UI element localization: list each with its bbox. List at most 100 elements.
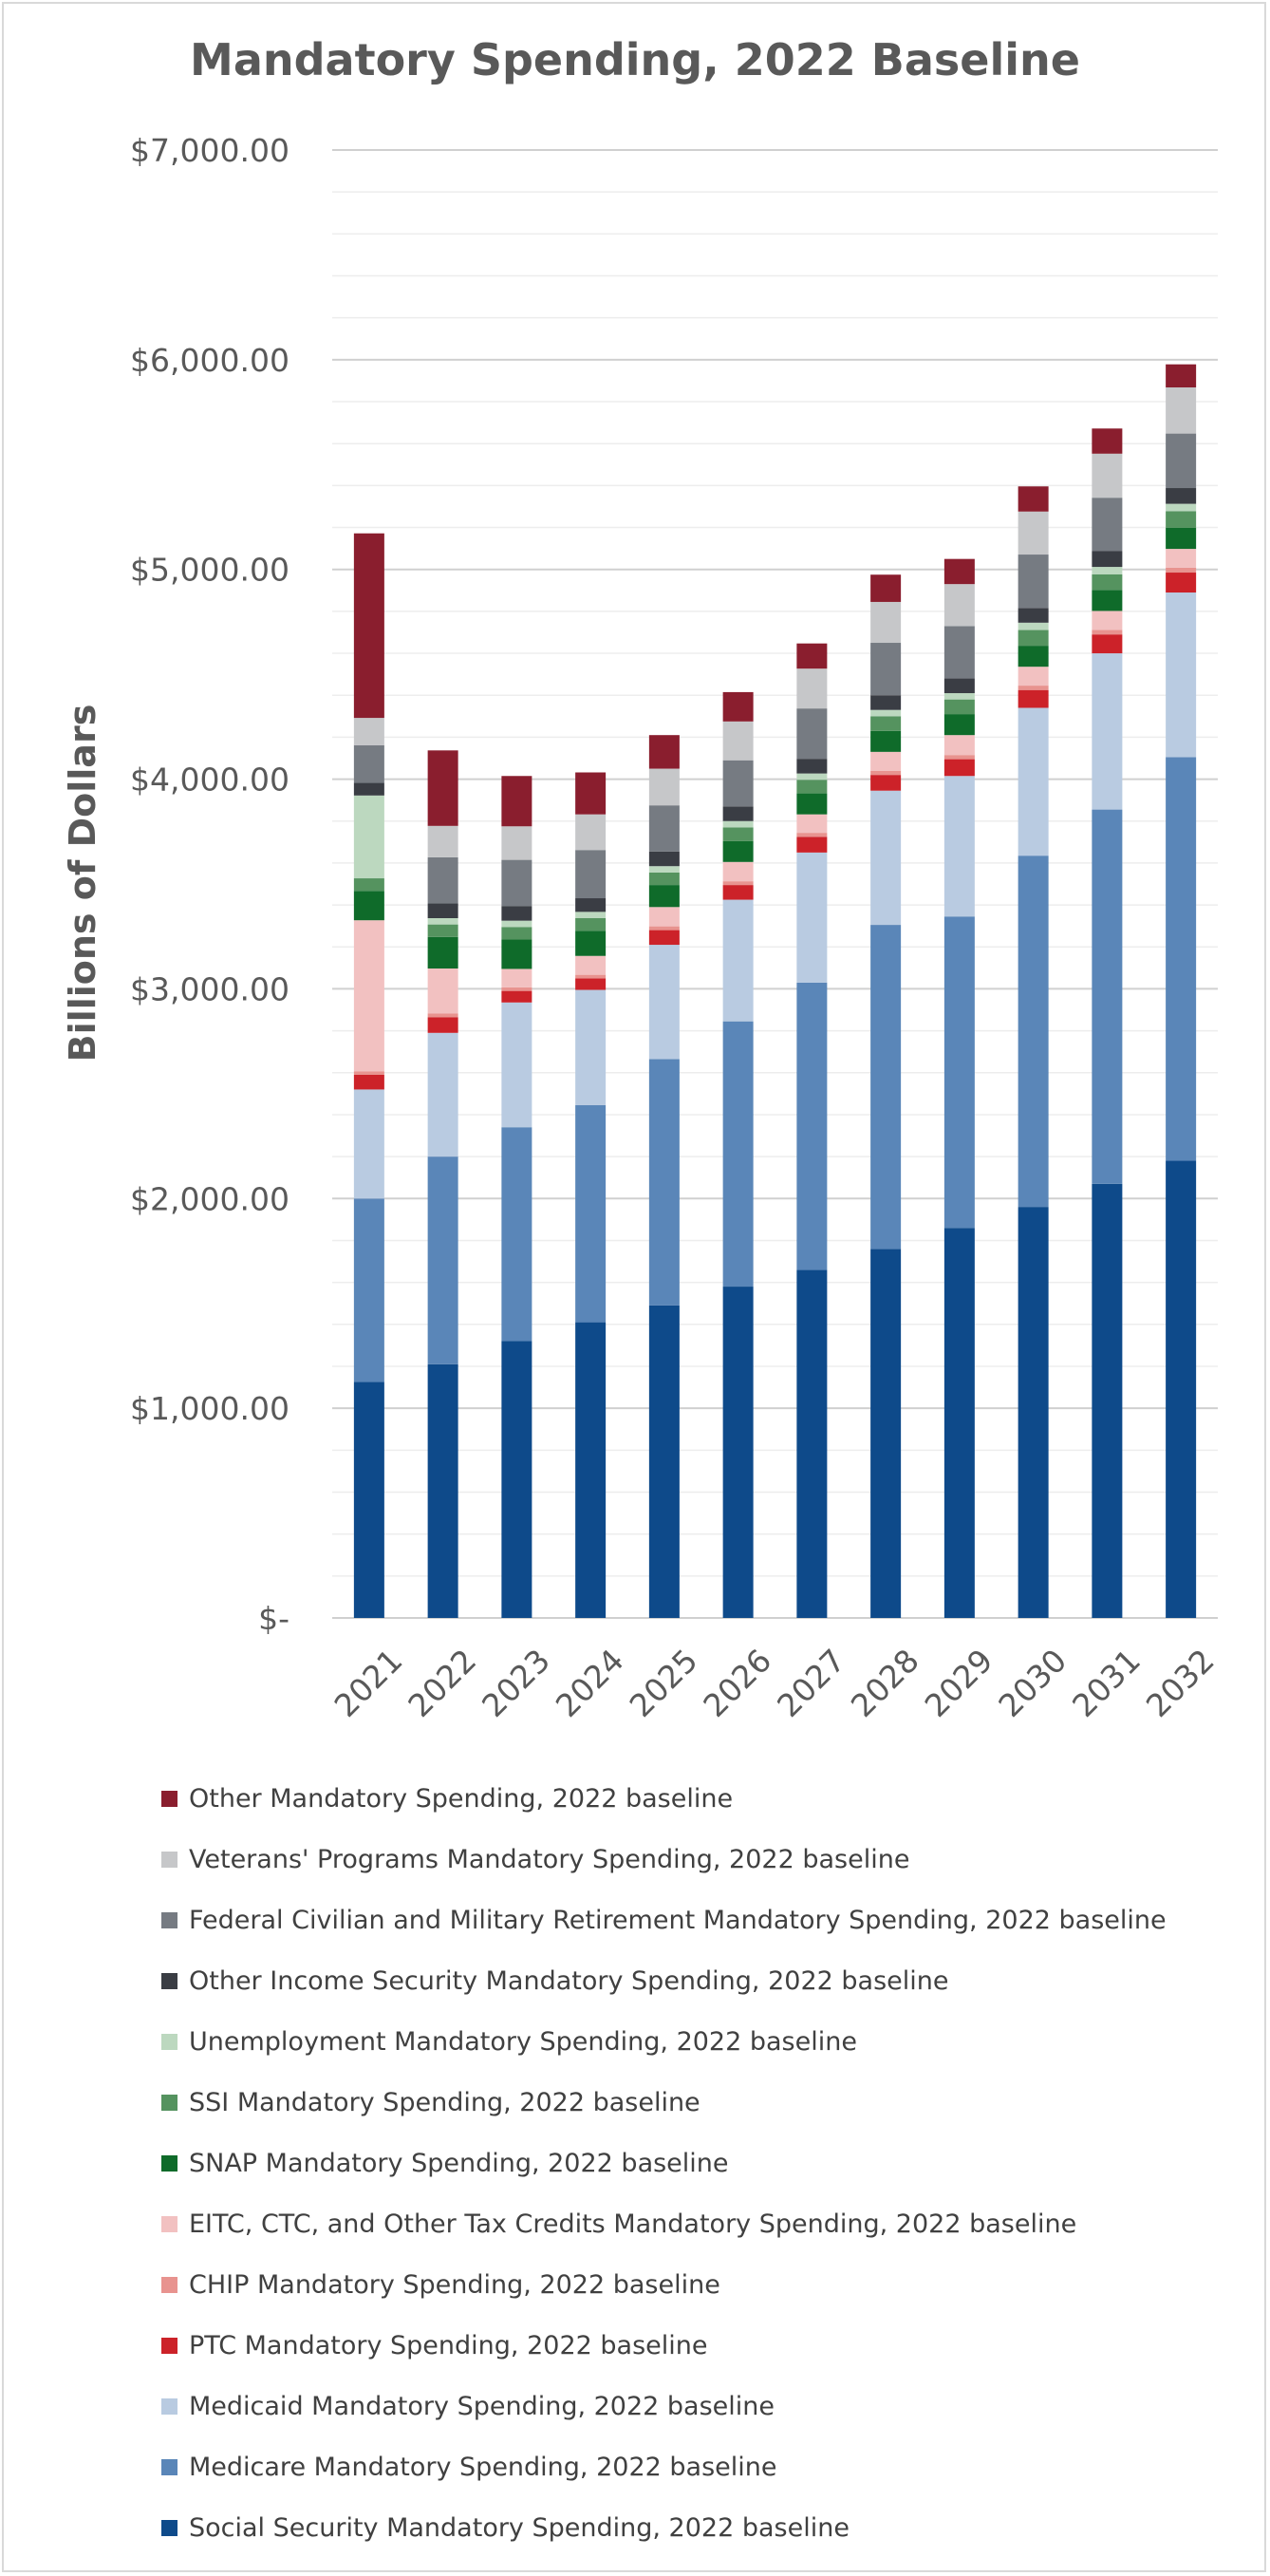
bar-segment-2024-s6 [575,931,607,956]
bar-segment-2030-s0 [1018,1207,1049,1618]
bar-segment-2024-s1 [575,1105,607,1323]
legend-label: Medicaid Mandatory Spending, 2022 baseli… [189,2391,775,2421]
legend-label: Unemployment Mandatory Spending, 2022 ba… [189,2026,857,2057]
bar-segment-2023-s6 [501,939,532,969]
bar-segment-2023-s4 [501,987,532,991]
bar-segment-2032-s4 [1166,567,1197,573]
y-tick-label: $2,000.00 [130,1180,289,1217]
legend: Other Mandatory Spending, 2022 baseline V… [161,1768,1224,2558]
legend-swatch [161,1972,177,1989]
x-tick-label: 2029 [918,1642,1000,1724]
legend-label: Other Mandatory Spending, 2022 baseline [189,1783,734,1814]
bar-segment-2023-s2 [501,1002,532,1128]
legend-swatch [161,2458,177,2475]
bar-segment-2025-s12 [648,735,680,769]
bar-segment-2021-s0 [353,1382,384,1618]
bar-segment-2032-s1 [1166,757,1197,1161]
bar-segment-2021-s6 [353,891,384,921]
bar-segment-2021-s4 [353,1071,384,1075]
bar-segment-2025-s9 [648,851,680,867]
bar-segment-2023-s1 [501,1127,532,1342]
bar-segment-2022-s11 [427,825,458,857]
bar-segment-2032-s5 [1166,549,1197,568]
bar-segment-2032-s6 [1166,527,1197,550]
legend-swatch [161,2337,177,2354]
bar-segment-2022-s4 [427,1013,458,1018]
bar-segment-2021-s7 [353,878,384,892]
bar-segment-2026-s0 [722,1287,754,1618]
bar-segment-2031-s10 [1092,498,1123,552]
bar-segment-2023-s7 [501,927,532,940]
x-tick-label: 2022 [401,1642,483,1724]
chart-plot: $- $1,000.00 $2,000.00 $3,000.00 $4,000.00 $5… [130,132,1222,1724]
bar-segment-2028-s1 [870,925,902,1250]
bar-segment-2028-s4 [870,770,902,776]
bar-segment-2022-s7 [427,924,458,937]
bar-segment-2030-s12 [1018,486,1049,512]
bar-segment-2021-s12 [353,533,384,719]
bar-segment-2027-s2 [796,852,828,983]
bar-segment-2029-s6 [943,714,975,736]
bar-segment-2030-s1 [1018,856,1049,1208]
bar-segment-2026-s3 [722,885,754,900]
bar-segment-2025-s10 [648,805,680,852]
bar-segment-2028-s9 [870,695,902,710]
bar-segment-2021-s5 [353,920,384,1072]
bar-segment-2030-s5 [1018,667,1049,686]
bar-segment-2029-s4 [943,755,975,760]
legend-item: CHIP Mandatory Spending, 2022 baseline [161,2254,1224,2315]
legend-swatch [161,1911,177,1928]
bar-segment-2021-s3 [353,1074,384,1090]
bar-segment-2029-s0 [943,1228,975,1618]
bar-segment-2031-s9 [1092,551,1123,568]
legend-swatch [161,1851,177,1868]
bar-segment-2028-s0 [870,1249,902,1618]
bar-segment-2024-s8 [575,912,607,918]
y-tick-label: $6,000.00 [130,342,289,379]
legend-swatch [161,2215,177,2232]
bar-segment-2027-s4 [796,833,828,837]
x-tick-label: 2027 [770,1642,852,1724]
bar-segment-2023-s0 [501,1341,532,1618]
legend-swatch [161,2033,177,2050]
bar-segment-2029-s8 [943,693,975,700]
legend-label: EITC, CTC, and Other Tax Credits Mandato… [189,2209,1077,2239]
bar-segment-2021-s9 [353,782,384,796]
bar-segment-2026-s5 [722,861,754,882]
bar-segment-2024-s5 [575,955,607,975]
bar-segment-2028-s12 [870,574,902,602]
legend-item: SSI Mandatory Spending, 2022 baseline [161,2072,1224,2133]
bar-segment-2024-s4 [575,974,607,979]
bar-segment-2022-s12 [427,750,458,826]
legend-item: Other Mandatory Spending, 2022 baseline [161,1768,1224,1829]
bar-segment-2032-s10 [1166,433,1197,489]
bar-segment-2023-s9 [501,906,532,921]
bar-segment-2026-s4 [722,881,754,886]
bar-segment-2026-s1 [722,1021,754,1288]
bar-segment-2031-s11 [1092,453,1123,498]
bar-segment-2025-s8 [648,866,680,873]
bar-segment-2021-s1 [353,1198,384,1382]
bar-segment-2022-s8 [427,917,458,925]
bar-segment-2027-s8 [796,773,828,780]
bar-segment-2031-s6 [1092,590,1123,611]
legend-item: PTC Mandatory Spending, 2022 baseline [161,2315,1224,2376]
bar-segment-2030-s11 [1018,511,1049,555]
legend-swatch [161,2397,177,2415]
bar-segment-2031-s0 [1092,1183,1123,1618]
bar-segment-2023-s12 [501,776,532,827]
x-tick-label: 2032 [1139,1642,1222,1724]
bar-segment-2022-s0 [427,1363,458,1618]
bar-segment-2027-s6 [796,793,828,815]
bar-segment-2028-s3 [870,775,902,791]
x-tick-label: 2031 [1065,1642,1148,1724]
bar-segment-2031-s4 [1092,630,1123,635]
bar-segment-2024-s7 [575,917,607,931]
bar-segment-2023-s8 [501,920,532,928]
bar-segment-2026-s2 [722,899,754,1022]
bar-segment-2028-s7 [870,716,902,731]
legend-item: Unemployment Mandatory Spending, 2022 ba… [161,2011,1224,2072]
bar-segment-2027-s5 [796,814,828,834]
bar-segment-2024-s9 [575,898,607,912]
bar-segment-2030-s2 [1018,707,1049,856]
